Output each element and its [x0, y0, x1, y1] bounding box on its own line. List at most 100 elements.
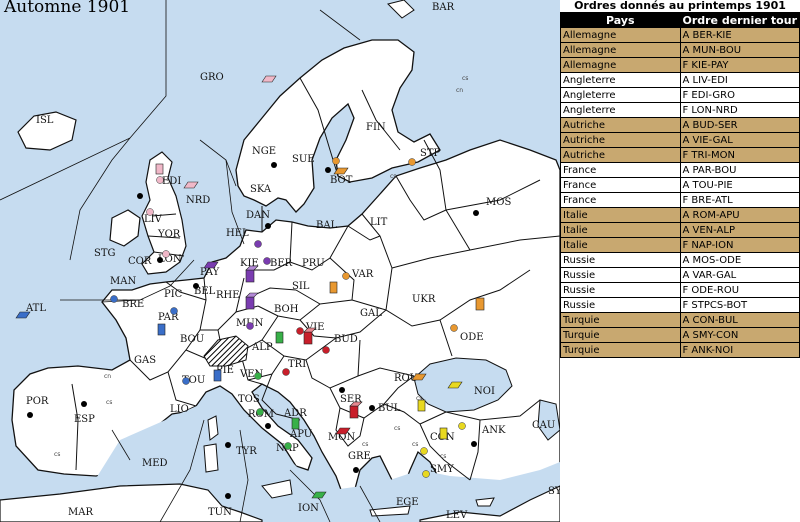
supply-center [225, 493, 231, 499]
fleet-france[interactable] [15, 311, 31, 319]
coast-label: cs [390, 173, 396, 180]
army-england[interactable] [155, 163, 164, 175]
fleet-germany[interactable] [203, 261, 219, 269]
order-text: A BUD-SER [679, 117, 800, 133]
table-row: France A PAR-BOU [560, 162, 800, 178]
land-levant [419, 485, 560, 522]
province-label: FIN [366, 122, 386, 133]
table-row: France F BRE-ATL [560, 192, 800, 208]
table-row: Angleterre F EDI-GRO [560, 87, 800, 103]
province-label: CAU [532, 420, 555, 431]
order-text: F NAP-ION [679, 237, 800, 253]
fleet-russia[interactable] [333, 167, 349, 175]
coast-label: cs [416, 395, 422, 402]
province-label: APU [289, 429, 312, 440]
province-label: STP [420, 148, 441, 159]
orders-header-row: Pays Ordre dernier tour [560, 12, 800, 28]
center-russia [332, 157, 340, 165]
province-label: ANK [481, 425, 506, 436]
coast-label: cs [394, 425, 400, 432]
province-label: VAR [351, 269, 374, 280]
province-label: SKA [250, 184, 272, 195]
table-row: Russie F STPCS-BOT [560, 297, 800, 313]
units[interactable] [15, 75, 485, 499]
orders-body: Allemagne A BER-KIE Allemagne A MUN-BOU Alle… [560, 27, 800, 358]
army-france[interactable] [157, 323, 166, 336]
order-country: Angleterre [560, 102, 681, 118]
coast-label: cs [462, 75, 468, 82]
center-germany [254, 240, 262, 248]
order-country: Autriche [560, 147, 681, 163]
diplomacy-map[interactable]: Automne 1901 BAR GRO ISL NGE SUE FIN STP… [0, 0, 560, 522]
province-label: VIE [305, 322, 324, 333]
province-label: BOH [274, 304, 299, 315]
order-country: Autriche [560, 132, 681, 148]
army-russia[interactable] [329, 281, 338, 294]
province-label: ALP [251, 342, 273, 353]
table-row: Autriche A BUD-SER [560, 117, 800, 133]
center-russia [342, 272, 350, 280]
army-austria[interactable] [349, 401, 363, 419]
order-country: Allemagne [560, 27, 681, 43]
table-row: Italie F NAP-ION [560, 237, 800, 253]
fleet-england[interactable] [183, 181, 199, 189]
fleet-england[interactable] [261, 75, 277, 83]
province-label: BEL [194, 286, 216, 297]
province-label: ISL [36, 115, 54, 126]
army-france[interactable] [213, 369, 222, 382]
province-label: NGE [252, 146, 276, 157]
order-text: F EDI-GRO [679, 87, 800, 103]
army-austria[interactable] [303, 327, 317, 345]
order-country: Italie [560, 237, 681, 253]
province-label: ADR [283, 408, 307, 419]
fleet-turkey[interactable] [447, 381, 463, 389]
center-germany [246, 322, 254, 330]
land-corsica [207, 415, 219, 441]
order-text: A MOS-ODE [679, 252, 800, 268]
province-label: YOR [157, 229, 181, 240]
army-italy[interactable] [291, 417, 300, 430]
province-label: EGE [396, 497, 419, 508]
table-row: France A TOU-PIE [560, 177, 800, 193]
army-germany[interactable] [245, 265, 259, 283]
center-france [182, 377, 190, 385]
order-text: A LIV-EDI [679, 72, 800, 88]
sea-caspian [537, 399, 560, 441]
army-italy[interactable] [275, 331, 284, 344]
order-country: Allemagne [560, 42, 681, 58]
order-text: A VIE-GAL [679, 132, 800, 148]
table-row: Allemagne A MUN-BOU [560, 42, 800, 58]
table-row: Turquie F ANK-NOI [560, 342, 800, 358]
province-label: BAR [432, 2, 455, 13]
center-italy [254, 372, 262, 380]
province-labels: BAR GRO ISL NGE SUE FIN STP MOS EDI NRD … [25, 2, 560, 521]
province-label: BUD [334, 334, 358, 345]
order-country: France [560, 162, 681, 178]
coast-label: cn [456, 87, 463, 94]
army-turkey[interactable] [439, 427, 448, 440]
fleet-austria[interactable] [335, 427, 351, 435]
center-france [170, 307, 178, 315]
order-country: Italie [560, 222, 681, 238]
order-text: A CON-BUL [679, 312, 800, 328]
fleet-russia[interactable] [411, 373, 427, 381]
land-islands-north [387, 0, 415, 19]
supply-center [473, 210, 479, 216]
map-canvas[interactable]: Automne 1901 BAR GRO ISL NGE SUE FIN STP… [0, 0, 560, 522]
coast-labels: cn cs cs cs cs cs cs cs cn cs cs [54, 75, 468, 460]
fleet-italy[interactable] [311, 491, 327, 499]
army-germany[interactable] [245, 292, 259, 310]
order-country: Russie [560, 297, 681, 313]
supply-center [471, 441, 477, 447]
table-row: Allemagne F KIE-PAY [560, 57, 800, 73]
province-label: PAY [200, 267, 220, 278]
order-country: Turquie [560, 342, 681, 358]
supply-center [225, 442, 231, 448]
land-sicily [261, 479, 293, 499]
army-russia[interactable] [475, 297, 485, 311]
army-turkey[interactable] [417, 399, 426, 412]
province-label: NRD [186, 195, 210, 206]
table-row: Italie A ROM-APU [560, 207, 800, 223]
province-label: COR [128, 256, 152, 267]
province-label: LON [158, 254, 182, 265]
